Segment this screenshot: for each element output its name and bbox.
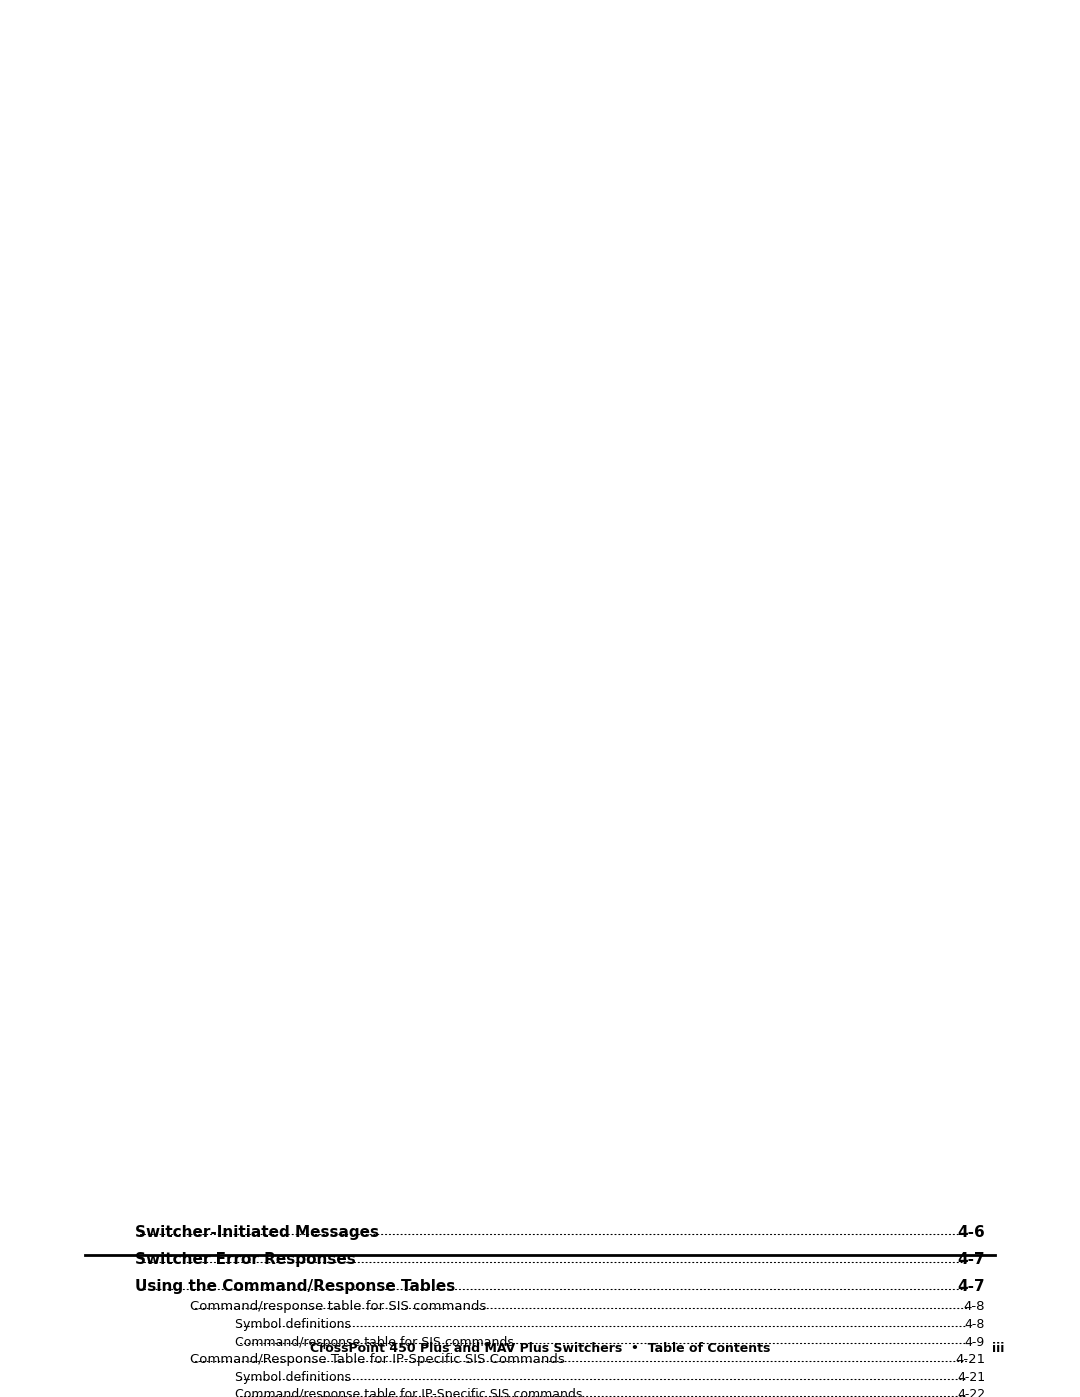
Text: Using the Command/Response Tables: Using the Command/Response Tables bbox=[135, 1280, 456, 1294]
Text: 4-22: 4-22 bbox=[957, 1389, 985, 1397]
Text: iii: iii bbox=[993, 1343, 1004, 1355]
Text: 4-21: 4-21 bbox=[955, 1352, 985, 1366]
Text: Command/Response Table for IP-Specific SIS Commands: Command/Response Table for IP-Specific S… bbox=[190, 1352, 565, 1366]
Text: CrossPoint 450 Plus and MAV Plus Switchers  •  Table of Contents: CrossPoint 450 Plus and MAV Plus Switche… bbox=[310, 1343, 770, 1355]
Text: Symbol definitions: Symbol definitions bbox=[235, 1319, 351, 1331]
Text: 4-21: 4-21 bbox=[957, 1372, 985, 1384]
Text: 4-8: 4-8 bbox=[964, 1319, 985, 1331]
Text: 4-7: 4-7 bbox=[957, 1252, 985, 1267]
Text: Command/response table for SIS commands: Command/response table for SIS commands bbox=[190, 1301, 486, 1313]
Text: Command/response table for SIS commands: Command/response table for SIS commands bbox=[235, 1336, 514, 1348]
Text: 4-6: 4-6 bbox=[957, 1225, 985, 1241]
Text: Switcher Error Responses: Switcher Error Responses bbox=[135, 1252, 355, 1267]
Text: Switcher-Initiated Messages: Switcher-Initiated Messages bbox=[135, 1225, 379, 1241]
Text: Symbol definitions: Symbol definitions bbox=[235, 1372, 351, 1384]
Text: 4-8: 4-8 bbox=[963, 1301, 985, 1313]
Text: Command/response table for IP-Specific SIS commands: Command/response table for IP-Specific S… bbox=[235, 1389, 582, 1397]
Text: 4-7: 4-7 bbox=[957, 1280, 985, 1294]
Text: 4-9: 4-9 bbox=[964, 1336, 985, 1348]
